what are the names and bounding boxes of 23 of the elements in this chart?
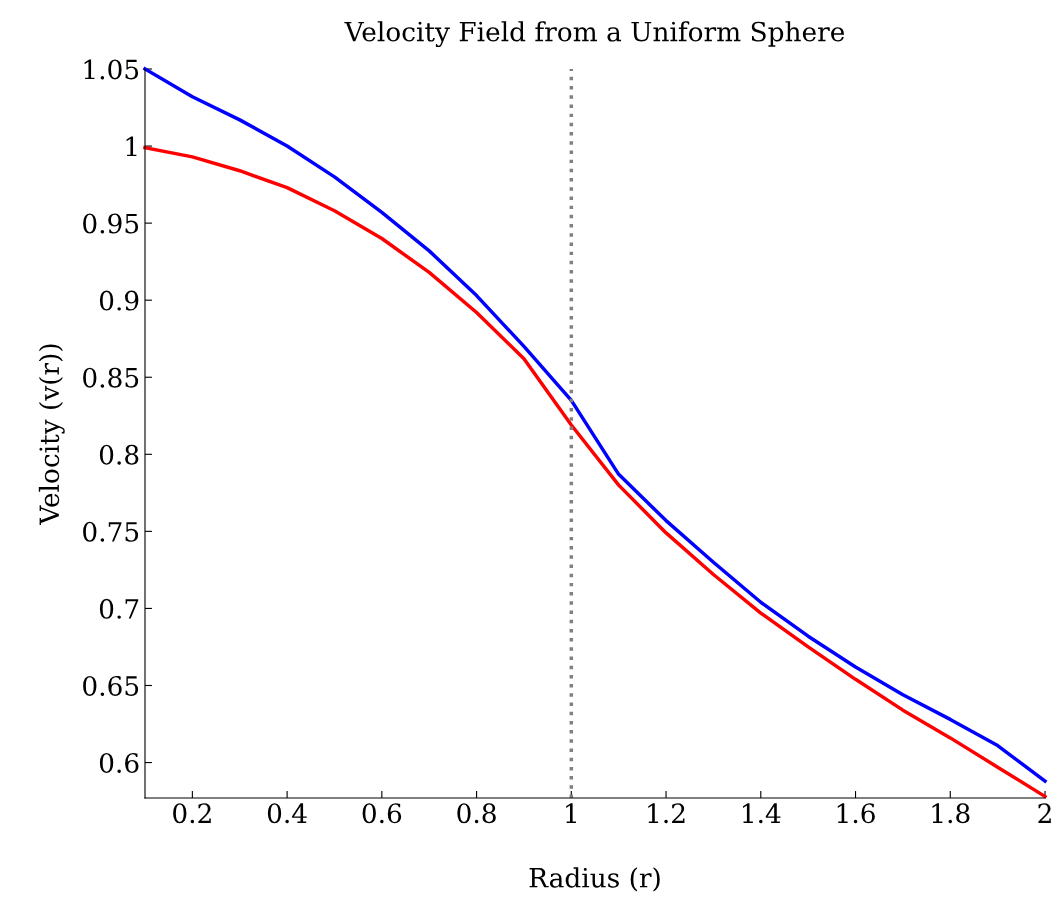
y-tick-label: 0.95	[83, 213, 139, 234]
x-tick-label: 1.8	[932, 803, 970, 824]
y-tick-label: 0.7	[99, 598, 139, 619]
y-tick-label: 0.9	[99, 290, 139, 311]
x-tick-label: 1.6	[837, 803, 875, 824]
y-tick-label: 0.8	[99, 444, 139, 465]
y-tick-label: 1.05	[84, 59, 139, 80]
y-tick-label: 0.65	[83, 675, 139, 696]
y-tick-label: 1	[126, 136, 137, 157]
x-tick-label: 2	[1038, 803, 1051, 823]
y-tick-label: 0.6	[99, 752, 139, 773]
x-tick-label: 1.4	[743, 803, 781, 824]
y-axis-title: Velocity (v(r))	[38, 344, 65, 525]
x-tick-label: 1	[566, 803, 576, 823]
y-tick-label: 0.85	[83, 367, 139, 388]
chart-title: Velocity Field from a Uniform Sphere	[344, 21, 845, 48]
x-tick-label: 0.8	[457, 803, 496, 824]
y-tick-label: 0.75	[83, 521, 139, 542]
x-tick-label: 0.2	[173, 803, 211, 824]
x-tick-label: 0.4	[267, 803, 307, 824]
x-axis-title: Radius (r)	[529, 867, 660, 892]
x-tick-label: 1.2	[648, 803, 685, 824]
x-tick-label: 0.6	[362, 803, 402, 824]
